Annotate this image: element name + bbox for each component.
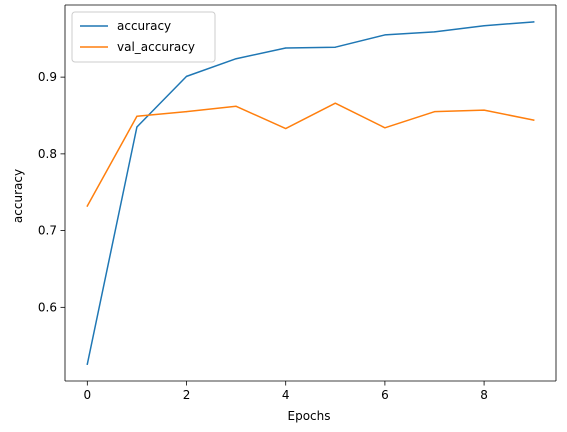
x-axis-title: Epochs [288,409,331,423]
legend-label-val_accuracy: val_accuracy [117,40,195,54]
plot-background [65,5,556,381]
legend-label-accuracy: accuracy [117,19,171,33]
data-point-accuracy-9 [533,21,535,23]
x-tick-label: 2 [183,388,191,402]
y-tick-label: 0.8 [38,147,57,161]
y-tick-label: 0.9 [38,70,57,84]
data-point-accuracy-0 [86,363,88,365]
data-point-accuracy-2 [185,75,188,77]
data-point-accuracy-3 [235,58,237,60]
legend: accuracy val_accuracy [71,11,216,63]
x-tick-label: 8 [480,388,488,402]
data-point-accuracy-4 [285,47,287,49]
y-tick-label: 0.7 [38,224,57,238]
data-point-accuracy-8 [483,25,485,27]
data-point-val_accuracy-9 [533,119,535,121]
y-tick-label: 0.6 [38,300,57,314]
series-layer [86,21,535,366]
data-point-val_accuracy-1 [136,115,138,117]
x-tick-label: 4 [282,388,290,402]
y-axis-title: accuracy [11,169,25,223]
data-point-accuracy-6 [384,34,386,36]
series-line-val_accuracy [86,102,535,208]
series-line-accuracy [86,21,535,366]
data-point-val_accuracy-6 [384,127,386,129]
plot-area [65,5,556,381]
x-tick-label: 6 [381,388,389,402]
data-point-val_accuracy-8 [483,109,485,111]
data-point-val_accuracy-0 [86,205,88,207]
data-point-accuracy-7 [433,31,436,33]
data-point-val_accuracy-5 [334,102,336,104]
data-point-val_accuracy-3 [235,105,237,107]
legend-box [71,11,216,63]
data-point-val_accuracy-2 [185,111,188,113]
data-point-accuracy-5 [334,46,336,48]
x-tick-label: 0 [83,388,91,402]
data-point-val_accuracy-7 [433,111,436,113]
axes-layer: 0 2 4 6 8 0.6 0.7 0.8 0.9 [38,4,557,402]
data-point-val_accuracy-4 [285,127,287,130]
data-point-accuracy-1 [136,126,138,128]
